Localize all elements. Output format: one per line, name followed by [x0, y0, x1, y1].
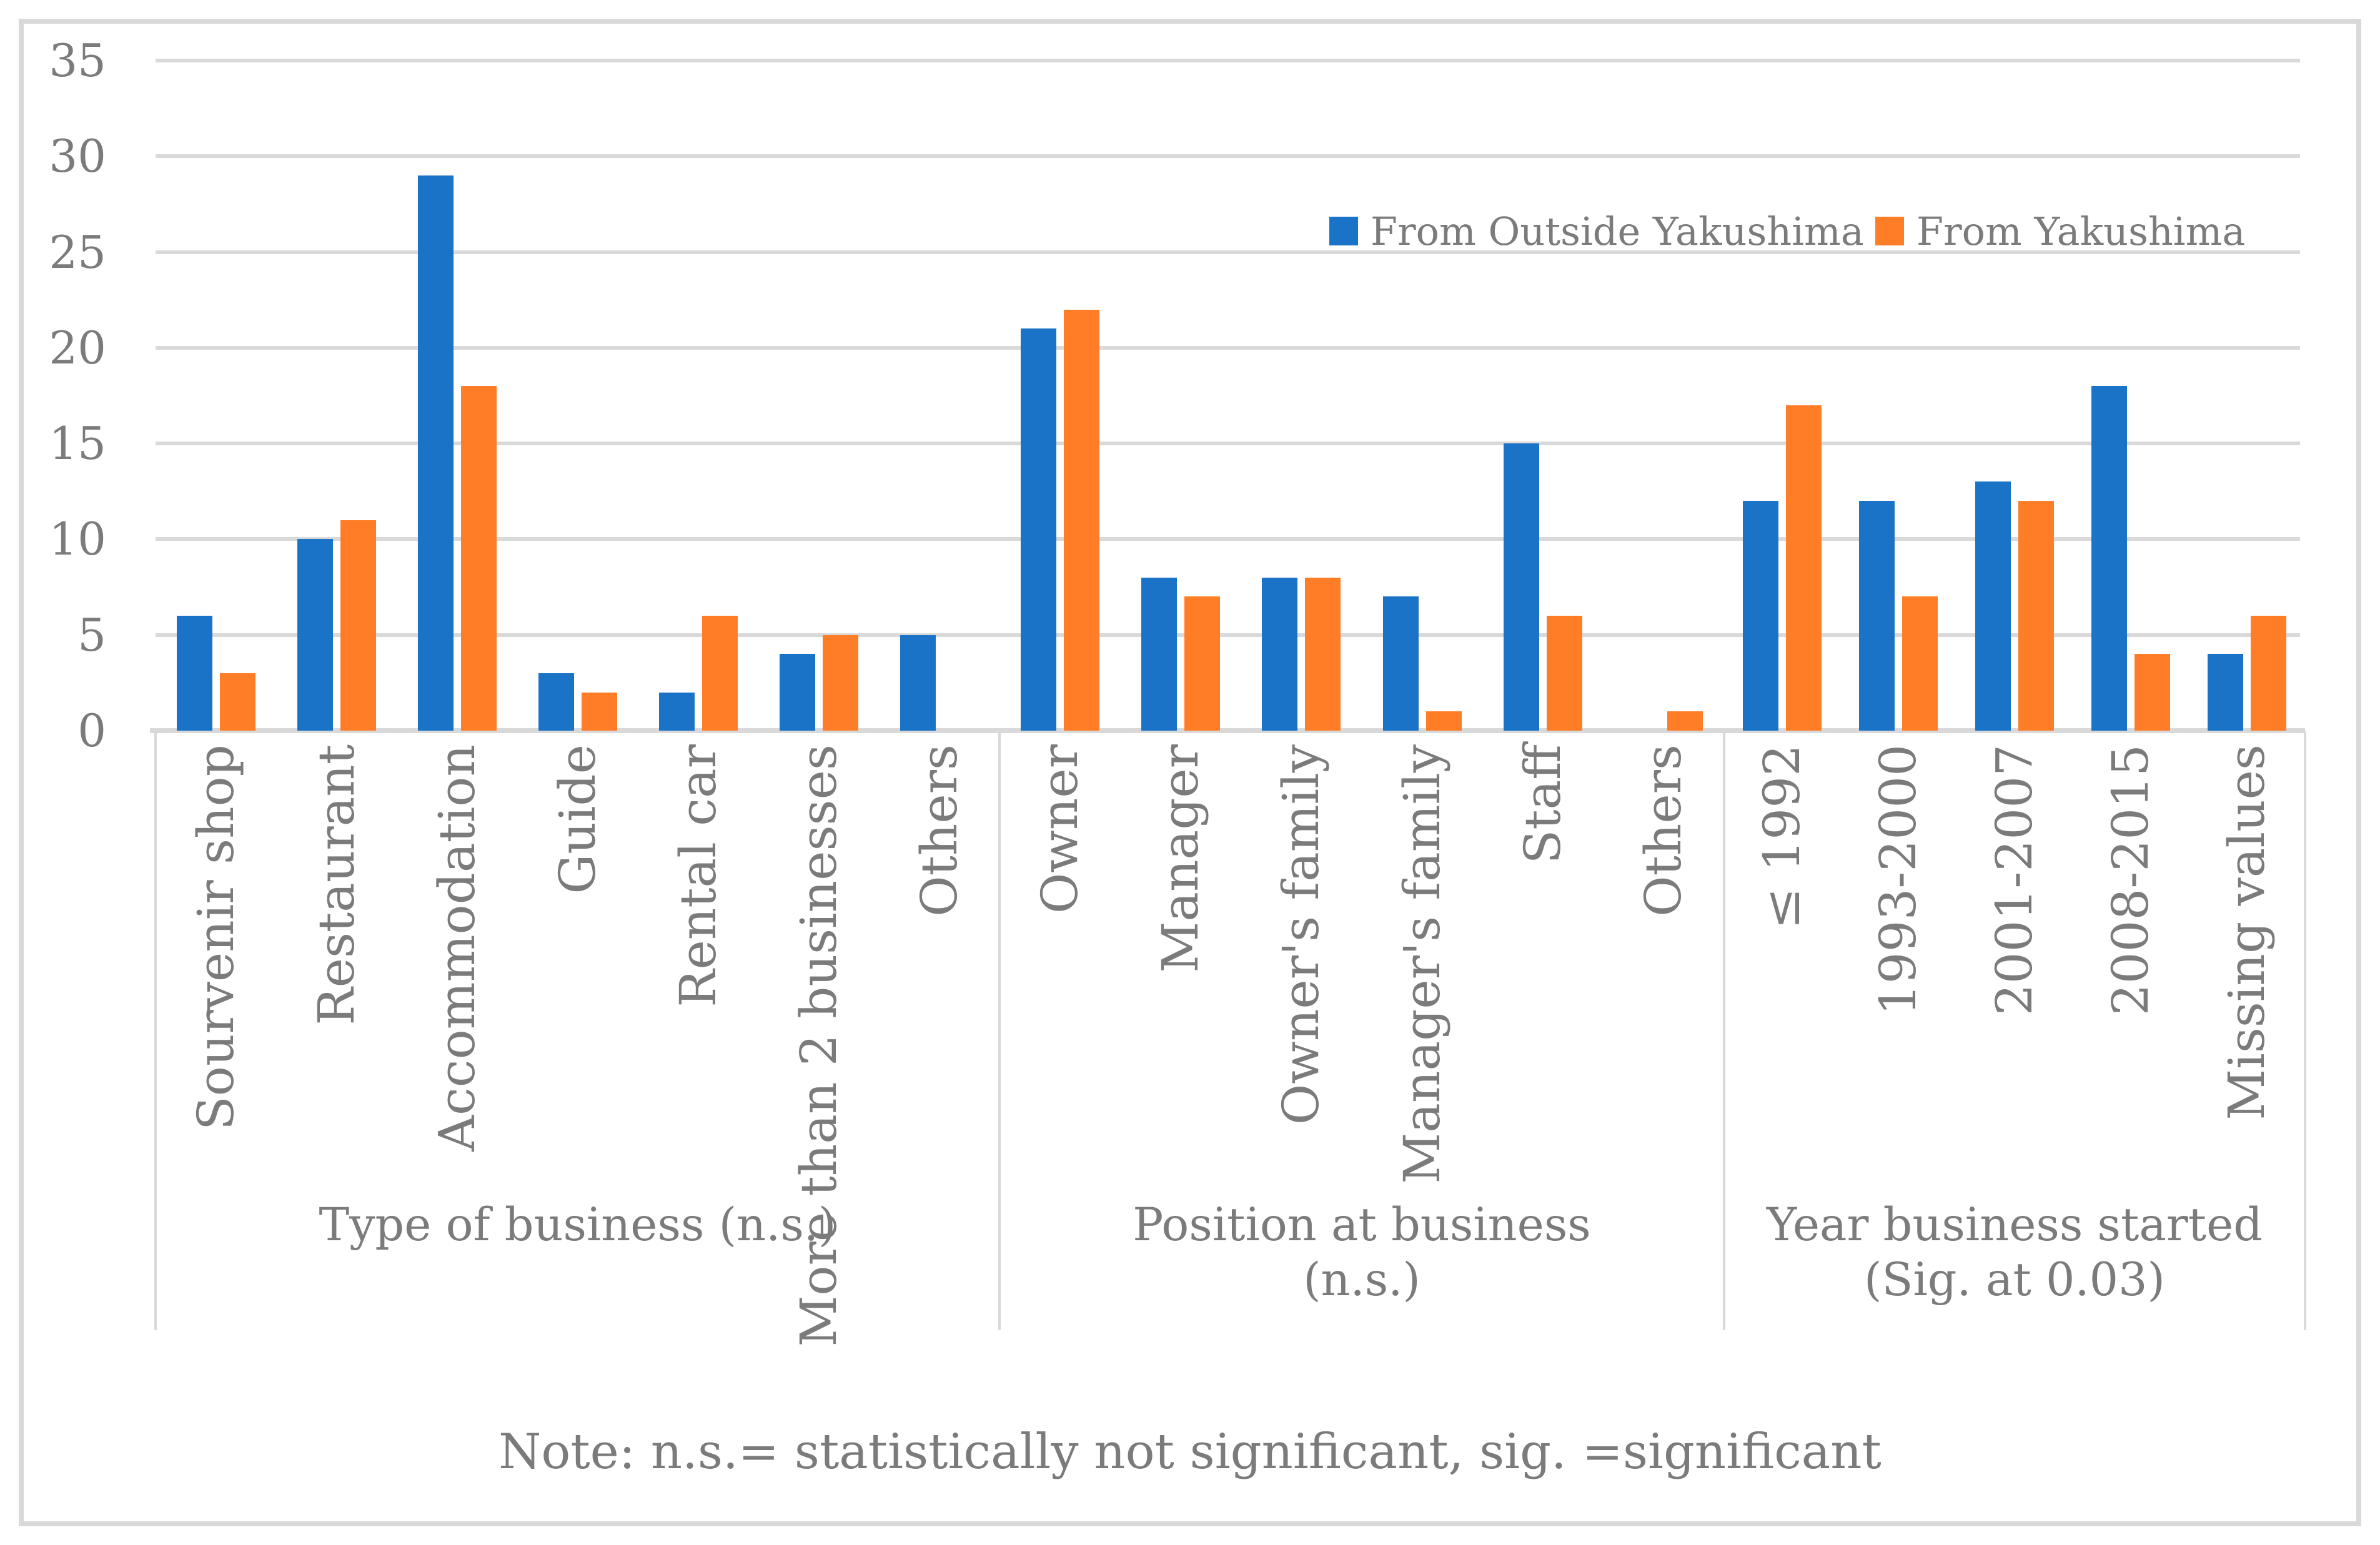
- bar-from-yakushima-rental-car: [702, 616, 738, 731]
- y-axis-tick-label: 15: [49, 417, 106, 470]
- bar-from-outside-yakushima-2008-2015: [2091, 386, 2127, 731]
- gridline-35: [156, 59, 2300, 62]
- bar-from-outside-yakushima-owner-s-family: [1262, 577, 1298, 731]
- legend-item-from-outside-yakushima: From Outside Yakushima: [1329, 208, 1864, 254]
- category-label: Others: [1634, 744, 1693, 917]
- category-label: More than 2 businesses: [789, 744, 848, 1347]
- bar-from-yakushima-sourvenir-shop: [219, 673, 255, 731]
- category-label: 2001-2007: [1985, 744, 2043, 1016]
- group-title-1: Position at business (n.s.): [999, 1198, 1724, 1308]
- gridline-20: [156, 345, 2300, 350]
- gridline-5: [156, 633, 2300, 637]
- y-axis-tick-label: 0: [77, 704, 106, 757]
- y-axis-tick-label: 35: [49, 34, 106, 87]
- legend-swatch-orange-icon: [1875, 217, 1904, 245]
- bar-from-yakushima-staff: [1547, 616, 1582, 731]
- footnote: Note: n.s.= statistically not significan…: [498, 1424, 1882, 1480]
- category-label: Owner: [1030, 744, 1089, 914]
- bar-from-yakushima-manager: [1184, 596, 1220, 731]
- category-label: Accommodation: [427, 744, 486, 1152]
- gridline-30: [156, 154, 2300, 159]
- category-label: Owner's family: [1272, 744, 1331, 1125]
- bar-from-outside-yakushima-guide: [538, 673, 574, 731]
- bar-from-outside-yakushima-accommodation: [417, 175, 454, 731]
- bar-from-outside-yakushima-rental-car: [658, 692, 695, 731]
- bar-from-outside-yakushima-others: [900, 634, 936, 731]
- category-band-separator-2: [1723, 731, 1725, 1330]
- bar-from-outside-yakushima-manager-s-family: [1382, 596, 1419, 731]
- bar-from-outside-yakushima-restaurant: [297, 539, 333, 731]
- group-title-0: Type of business (n.s.): [156, 1198, 999, 1253]
- bar-from-yakushima-accommodation: [460, 386, 497, 731]
- x-axis-line: [150, 728, 2305, 733]
- bar-from-yakushima-owner-s-family: [1305, 577, 1341, 731]
- group-title-2: Year business started (Sig. at 0.03): [1724, 1198, 2305, 1308]
- category-label: Rental car: [668, 744, 727, 1007]
- bar-from-yakushima-1993-2000: [1902, 596, 1938, 731]
- group-title-text: Type of business (n.s.): [319, 1198, 836, 1251]
- category-band-separator-3: [2304, 731, 2306, 1330]
- category-label: Manager: [1151, 744, 1209, 973]
- bar-from-yakushima-missing-values: [2251, 616, 2286, 731]
- category-label: Restaurant: [307, 744, 365, 1025]
- y-axis-tick-label: 20: [49, 321, 106, 374]
- bar-from-yakushima-2008-2015: [2135, 654, 2170, 731]
- bar-from-yakushima-others: [1667, 711, 1703, 731]
- bar-from-outside-yakushima-2001-2007: [1975, 481, 2011, 731]
- bar-from-yakushima-2001-2007: [2018, 501, 2054, 731]
- legend-swatch-blue-icon: [1329, 217, 1358, 245]
- bar-from-yakushima-more-than-2-businesses: [822, 634, 858, 731]
- category-label: 1993-2000: [1869, 744, 1927, 1016]
- bar-from-outside-yakushima-more-than-2-businesses: [779, 654, 815, 731]
- bar-from-outside-yakushima-manager: [1141, 577, 1177, 731]
- y-axis-tick-label: 5: [77, 608, 106, 661]
- legend-label: From Outside Yakushima: [1371, 208, 1864, 254]
- category-label: Missing values: [2218, 744, 2276, 1120]
- gridline-15: [156, 442, 2300, 446]
- category-label: Manager's family: [1392, 744, 1451, 1184]
- legend-item-from-yakushima: From Yakushima: [1875, 208, 2246, 254]
- bar-from-outside-yakushima-owner: [1020, 328, 1056, 731]
- bar-from-yakushima-restaurant: [340, 520, 376, 731]
- category-band-separator-1: [998, 731, 1001, 1330]
- group-title-text: Year business started (Sig. at 0.03): [1766, 1198, 2263, 1306]
- bar-from-outside-yakushima--1992: [1743, 501, 1778, 731]
- bar-from-yakushima-owner: [1063, 309, 1099, 731]
- chart-outer-border: [19, 19, 2361, 1526]
- category-label: Staff: [1514, 744, 1572, 864]
- category-label: ≤ 1992: [1753, 744, 1811, 930]
- bar-from-outside-yakushima-missing-values: [2208, 654, 2243, 731]
- category-label: Guide: [548, 744, 607, 894]
- bar-from-outside-yakushima-sourvenir-shop: [176, 616, 212, 731]
- group-title-text: Position at business (n.s.): [1133, 1198, 1591, 1306]
- legend: From Outside Yakushima From Yakushima: [0, 208, 2380, 254]
- legend-label: From Yakushima: [1916, 208, 2246, 254]
- bar-from-yakushima--1992: [1786, 405, 1822, 731]
- y-axis-tick-label: 25: [49, 225, 106, 279]
- gridline-10: [156, 537, 2300, 541]
- category-label: 2008-2015: [2101, 744, 2159, 1016]
- category-band-separator-0: [154, 731, 157, 1330]
- y-axis-tick-label: 30: [49, 130, 106, 183]
- y-axis-tick-label: 10: [49, 513, 106, 566]
- gridline-25: [156, 250, 2300, 254]
- category-label: Others: [910, 744, 968, 917]
- bar-from-outside-yakushima-staff: [1504, 443, 1539, 731]
- bar-from-yakushima-manager-s-family: [1426, 711, 1462, 731]
- bar-from-yakushima-guide: [581, 692, 617, 731]
- bar-from-outside-yakushima-1993-2000: [1859, 501, 1895, 731]
- category-label: Sourvenir shop: [186, 744, 245, 1131]
